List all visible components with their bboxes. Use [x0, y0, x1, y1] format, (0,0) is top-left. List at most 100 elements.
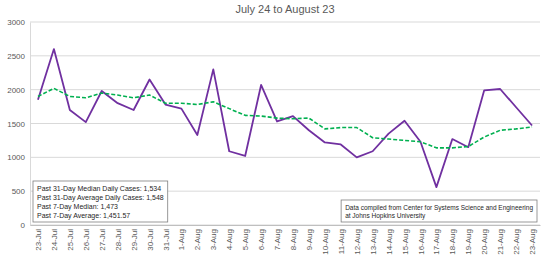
y-tick: 2000: [7, 86, 30, 95]
y-tick: 1500: [7, 120, 30, 129]
x-tick: 21-Aug: [496, 225, 505, 255]
grid-line: [30, 123, 540, 124]
x-tick-label: 5-Aug: [241, 229, 250, 250]
x-tick: 9-Aug: [305, 225, 314, 250]
y-tick-label: 2500: [7, 52, 25, 61]
x-tick-label: 22-Aug: [512, 229, 521, 255]
annotation-text: Past 31-Day Average Daily Cases: 1,548: [37, 194, 164, 202]
x-tick-label: 23-Aug: [528, 229, 537, 255]
x-tick-label: 24-Jul: [50, 229, 59, 251]
x-tick: 17-Aug: [432, 225, 441, 255]
grid: [30, 22, 540, 225]
x-tick-label: 17-Aug: [432, 229, 441, 255]
x-tick-label: 30-Jul: [146, 229, 155, 251]
grid-line: [30, 55, 540, 56]
chart: July 24 to August 23 0 500 1000 1500 2000 2500…: [0, 0, 550, 275]
y-tick: 1000: [7, 153, 30, 162]
x-tick: 11-Aug: [337, 225, 346, 254]
x-tick: 26-Jul: [82, 225, 91, 251]
x-tick-label: 15-Aug: [401, 229, 410, 255]
x-tick: 27-Jul: [98, 225, 107, 251]
y-tick-label: 3000: [7, 18, 25, 27]
x-tick-label: 26-Jul: [82, 229, 91, 251]
x-tick-label: 12-Aug: [353, 229, 362, 255]
x-tick-label: 21-Aug: [496, 229, 505, 255]
y-tick: 500: [12, 187, 30, 196]
x-tick-label: 8-Aug: [289, 229, 298, 250]
x-axis-line: [31, 225, 541, 226]
x-tick-label: 1-Aug: [177, 229, 186, 250]
x-tick-label: 9-Aug: [305, 229, 314, 250]
x-tick-label: 10-Aug: [321, 229, 330, 255]
x-tick-label: 18-Aug: [448, 229, 457, 255]
x-tick: 10-Aug: [321, 225, 330, 255]
annotation-text: Past 31-Day Median Daily Cases: 1,534: [37, 185, 161, 193]
x-tick: 20-Aug: [480, 225, 489, 255]
x-tick-label: 28-Jul: [114, 229, 123, 251]
annotation-box: Data compiled from Center for Systems Sc…: [341, 200, 537, 222]
grid-line: [30, 157, 540, 158]
y-tick-label: 1000: [7, 153, 25, 162]
x-tick: 25-Jul: [66, 225, 75, 251]
y-tick: 3000: [7, 18, 30, 27]
annotation-box: Past 31-Day Median Daily Cases: 1,534Pas…: [33, 181, 168, 222]
x-tick: 19-Aug: [464, 225, 473, 255]
x-axis: 23-Jul 24-Jul 25-Jul 26-Jul 27-Jul 28-Jul 29-J…: [31, 225, 541, 255]
grid-line: [30, 89, 540, 90]
x-tick-label: 14-Aug: [385, 229, 394, 255]
annotation-frame: [33, 181, 168, 222]
x-tick-label: 29-Jul: [130, 229, 139, 251]
x-tick-label: 25-Jul: [66, 229, 75, 251]
x-tick: 1-Aug: [177, 225, 186, 250]
x-tick: 31-Jul: [162, 225, 171, 251]
y-axis: 0 500 1000 1500 2000 2500 3000: [7, 18, 30, 230]
x-tick-label: 7-Aug: [273, 229, 282, 250]
x-tick: 6-Aug: [257, 225, 266, 250]
x-tick: 5-Aug: [241, 225, 250, 250]
x-tick: 8-Aug: [289, 225, 298, 250]
x-tick: 22-Aug: [512, 225, 521, 255]
x-tick: 29-Jul: [130, 225, 139, 251]
y-tick-label: 1500: [7, 120, 25, 129]
y-tick: 0: [21, 221, 30, 230]
x-tick-label: 19-Aug: [464, 229, 473, 255]
y-tick: 2500: [7, 52, 30, 61]
x-tick: 2-Aug: [193, 225, 202, 250]
x-tick-label: 20-Aug: [480, 229, 489, 255]
x-tick: 24-Jul: [50, 225, 59, 251]
x-tick: 12-Aug: [353, 225, 362, 255]
x-tick: 13-Aug: [369, 225, 378, 255]
y-tick-label: 2000: [7, 86, 25, 95]
x-tick: 23-Jul: [34, 225, 43, 251]
x-tick-label: 31-Jul: [162, 229, 171, 251]
x-tick: 18-Aug: [448, 225, 457, 255]
annotation-text: at Johns Hopkins University: [345, 212, 426, 220]
x-tick-label: 11-Aug: [337, 229, 346, 254]
x-tick-label: 2-Aug: [193, 229, 202, 250]
x-tick-label: 23-Jul: [34, 229, 43, 251]
x-tick: 30-Jul: [146, 225, 155, 251]
x-tick: 14-Aug: [385, 225, 394, 255]
series-line: [38, 88, 532, 148]
x-tick: 4-Aug: [225, 225, 234, 250]
plot-area: [38, 49, 532, 187]
annotation-text: Past 7-Day Average: 1,451.57: [37, 212, 130, 220]
x-tick: 15-Aug: [401, 225, 410, 255]
annotation-frame: [341, 200, 537, 222]
y-tick-label: 500: [12, 187, 26, 196]
x-tick: 16-Aug: [417, 225, 426, 255]
x-tick-label: 27-Jul: [98, 229, 107, 251]
x-tick: 7-Aug: [273, 225, 282, 250]
title: July 24 to August 23: [235, 3, 334, 15]
x-tick-label: 4-Aug: [225, 229, 234, 250]
annotation-text: Past 7-Day Median: 1,473: [37, 203, 118, 211]
x-tick-label: 16-Aug: [417, 229, 426, 255]
series-line: [38, 49, 532, 187]
grid-line: [30, 225, 540, 226]
x-tick: 28-Jul: [114, 225, 123, 251]
x-tick-label: 3-Aug: [209, 229, 218, 250]
x-tick: 3-Aug: [209, 225, 218, 250]
grid-line: [30, 22, 540, 23]
x-tick: 23-Aug: [528, 225, 537, 255]
x-tick-label: 13-Aug: [369, 229, 378, 255]
